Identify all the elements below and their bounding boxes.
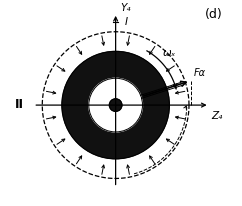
Circle shape	[62, 52, 169, 159]
Circle shape	[109, 99, 122, 112]
Text: Z₄: Z₄	[211, 111, 223, 121]
Text: I: I	[125, 16, 128, 27]
Text: Fα: Fα	[194, 68, 206, 78]
Text: (d): (d)	[205, 8, 223, 21]
Text: Y₄: Y₄	[120, 3, 131, 13]
Text: o: o	[119, 109, 125, 118]
Text: ωₓ: ωₓ	[163, 48, 176, 58]
Circle shape	[89, 79, 143, 132]
Text: II: II	[15, 97, 23, 110]
